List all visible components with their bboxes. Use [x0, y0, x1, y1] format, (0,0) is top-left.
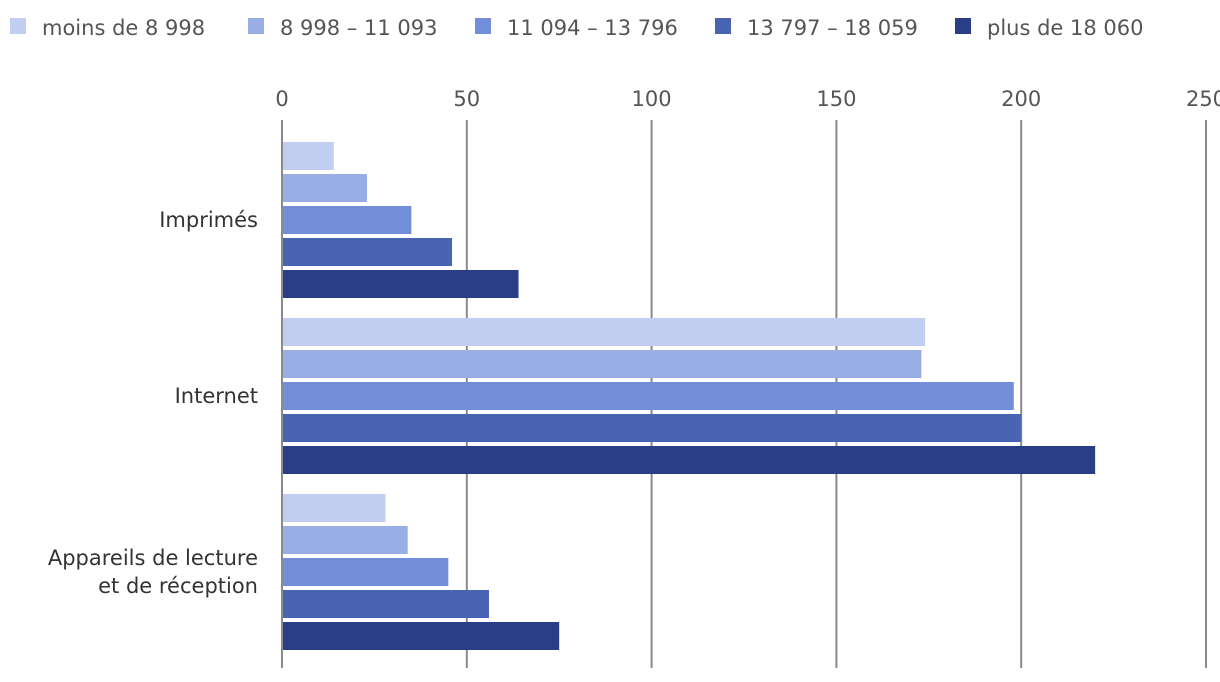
category-label: Internet: [175, 384, 258, 408]
legend-label: 13 797 – 18 059: [747, 16, 918, 40]
legend-label: plus de 18 060: [987, 16, 1144, 40]
bar: [283, 558, 449, 586]
bar: [283, 526, 408, 554]
x-tick-label: 50: [453, 87, 480, 111]
category-label: Appareils de lecture et de réception: [48, 546, 258, 598]
bar: [283, 414, 1022, 442]
bar: [283, 270, 519, 298]
bar: [283, 238, 453, 266]
x-tick-label: 0: [275, 87, 288, 111]
legend-swatch: [475, 18, 491, 34]
x-tick-label: 200: [1001, 87, 1041, 111]
bar: [283, 494, 386, 522]
bar: [283, 174, 368, 202]
legend-swatch: [10, 18, 26, 34]
legend-label: 11 094 – 13 796: [507, 16, 678, 40]
x-tick-label: 150: [816, 87, 856, 111]
bar: [283, 142, 334, 170]
category-label: Imprimés: [159, 208, 258, 232]
category-labels: Imprimés Internet Appareils de lecture et d…: [48, 208, 258, 598]
bar: [283, 622, 560, 650]
legend-swatch: [715, 18, 731, 34]
legend-swatch: [955, 18, 971, 34]
legend-swatch: [248, 18, 264, 34]
bar: [283, 590, 489, 618]
bars: [283, 142, 1096, 650]
x-tick-label: 250: [1186, 87, 1220, 111]
x-axis-ticks: 0 50 100 150 200 250: [275, 87, 1220, 111]
bar: [283, 206, 412, 234]
legend-label: 8 998 – 11 093: [280, 16, 437, 40]
legend-label: moins de 8 998: [42, 16, 205, 40]
bar: [283, 318, 926, 346]
bar: [283, 446, 1096, 474]
bar: [283, 382, 1014, 410]
legend: moins de 8 998 8 998 – 11 093 11 094 – 13 …: [10, 16, 1144, 40]
x-tick-label: 100: [632, 87, 672, 111]
bar: [283, 350, 922, 378]
